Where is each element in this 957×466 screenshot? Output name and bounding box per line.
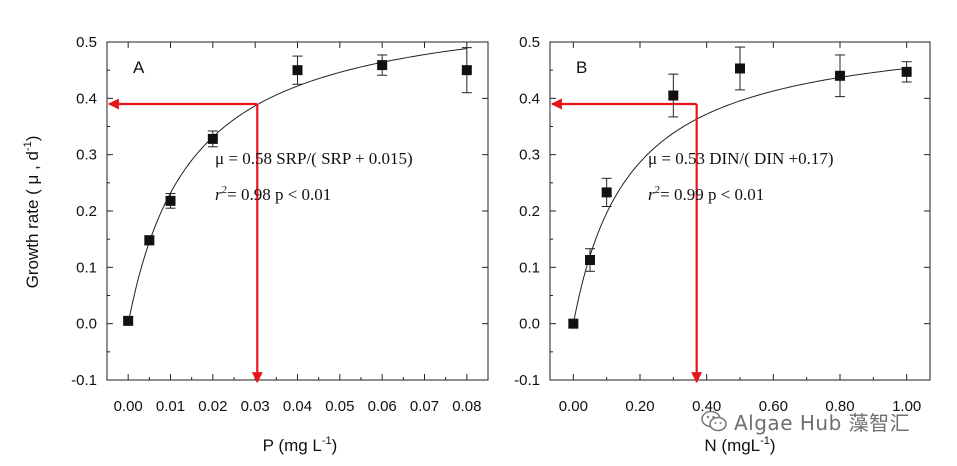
data-point bbox=[901, 66, 912, 77]
data-point bbox=[735, 63, 745, 74]
panel-label: B bbox=[576, 58, 587, 77]
y-tick-label: 0.4 bbox=[76, 90, 97, 107]
x-tick-label: 0.07 bbox=[410, 398, 439, 415]
x-axis-title-sup: -1 bbox=[760, 435, 770, 447]
x-axis-title: P (mg L-1) bbox=[263, 435, 338, 455]
data-point bbox=[144, 235, 155, 246]
plot-frame bbox=[106, 41, 489, 381]
x-axis-title-end: ) bbox=[770, 436, 776, 455]
y-tick-label: 0.2 bbox=[76, 203, 97, 220]
x-tick-label: 0.03 bbox=[241, 398, 270, 415]
data-point bbox=[165, 195, 176, 206]
fit-curve bbox=[572, 67, 907, 324]
fit-equation: μ = 0.53 DIN/( DIN +0.17) bbox=[648, 149, 834, 168]
data-point bbox=[292, 65, 303, 76]
fit-equation: μ = 0.58 SRP/( SRP + 0.015) bbox=[215, 149, 413, 168]
y-axis-title-main: Growth rate ( μ , d bbox=[23, 151, 42, 288]
panel-a: -0.1 0.0 0.1 0.2 0.3 0.4 0.5 0.00 0.01 0.02 0.03 0.… bbox=[71, 34, 489, 455]
panel-label: A bbox=[133, 58, 145, 77]
x-tick-label: 0.20 bbox=[625, 398, 654, 415]
r-squared-sup: 2 bbox=[222, 184, 228, 196]
r-symbol: r bbox=[648, 185, 655, 204]
fit-statistics: r2= 0.98 p < 0.01 bbox=[215, 184, 331, 204]
data-point bbox=[585, 255, 595, 266]
x-tick-label: 0.05 bbox=[325, 398, 354, 415]
y-tick-label: 0.3 bbox=[76, 147, 97, 164]
y-tick-label: 0.5 bbox=[519, 34, 540, 51]
x-tick-label: 0.04 bbox=[283, 398, 312, 415]
fit-curve bbox=[127, 48, 467, 324]
y-tick-label: 0.5 bbox=[76, 34, 97, 51]
y-axis-title-end: ) bbox=[23, 136, 42, 142]
plot-frame bbox=[549, 41, 931, 381]
x-tick-label: 0.00 bbox=[114, 398, 143, 415]
x-axis-title-main: P (mg L bbox=[263, 436, 322, 455]
x-axis-title-end: ) bbox=[332, 436, 338, 455]
x-tick-label: 0.01 bbox=[156, 398, 185, 415]
x-tick-label: 1.00 bbox=[892, 398, 921, 415]
data-point bbox=[377, 60, 388, 71]
y-tick-label: -0.1 bbox=[71, 372, 97, 389]
y-tick-label: 0.2 bbox=[519, 203, 540, 220]
y-tick-label: 0.1 bbox=[519, 259, 540, 276]
x-tick-label: 0.40 bbox=[692, 398, 721, 415]
y-axis-title-sup: -1 bbox=[22, 141, 34, 151]
data-point bbox=[601, 187, 612, 198]
wechat-icon bbox=[701, 410, 727, 432]
x-tick-label: 0.60 bbox=[759, 398, 788, 415]
x-axis-title-sup: -1 bbox=[322, 435, 332, 447]
fit-statistics: r2= 0.99 p < 0.01 bbox=[648, 184, 764, 204]
data-point bbox=[461, 65, 472, 76]
y-tick-label: 0.0 bbox=[519, 316, 540, 333]
y-tick-label: 0.0 bbox=[76, 316, 97, 333]
data-point bbox=[568, 318, 579, 329]
r-squared-sup: 2 bbox=[655, 184, 661, 196]
x-tick-label: 0.80 bbox=[825, 398, 854, 415]
watermark: Algae Hub 藻智汇 bbox=[700, 406, 910, 436]
r-symbol: r bbox=[215, 185, 222, 204]
data-point bbox=[123, 315, 134, 326]
stats-values: = 0.99 p < 0.01 bbox=[660, 185, 764, 204]
y-tick-label: 0.4 bbox=[519, 90, 540, 107]
y-tick-label: 0.1 bbox=[76, 259, 97, 276]
x-tick-label: 0.00 bbox=[559, 398, 588, 415]
y-tick-label: -0.1 bbox=[514, 372, 540, 389]
x-axis-title: N (mgL-1) bbox=[704, 435, 775, 455]
x-tick-label: 0.02 bbox=[198, 398, 227, 415]
y-axis-title: Growth rate ( μ , d-1) bbox=[22, 136, 42, 289]
panel-b: -0.1 0.0 0.1 0.2 0.3 0.4 0.5 0.00 0.20 0.40 0.60 0.… bbox=[514, 34, 931, 455]
data-point bbox=[668, 90, 679, 101]
data-point bbox=[835, 70, 845, 81]
data-point bbox=[207, 133, 218, 144]
x-tick-label: 0.06 bbox=[368, 398, 397, 415]
x-tick-label: 0.08 bbox=[452, 398, 481, 415]
stats-values: = 0.98 p < 0.01 bbox=[227, 185, 331, 204]
x-axis-title-main: N (mgL bbox=[704, 436, 760, 455]
y-tick-label: 0.3 bbox=[519, 147, 540, 164]
watermark-text: Algae Hub 藻智汇 bbox=[734, 410, 911, 435]
